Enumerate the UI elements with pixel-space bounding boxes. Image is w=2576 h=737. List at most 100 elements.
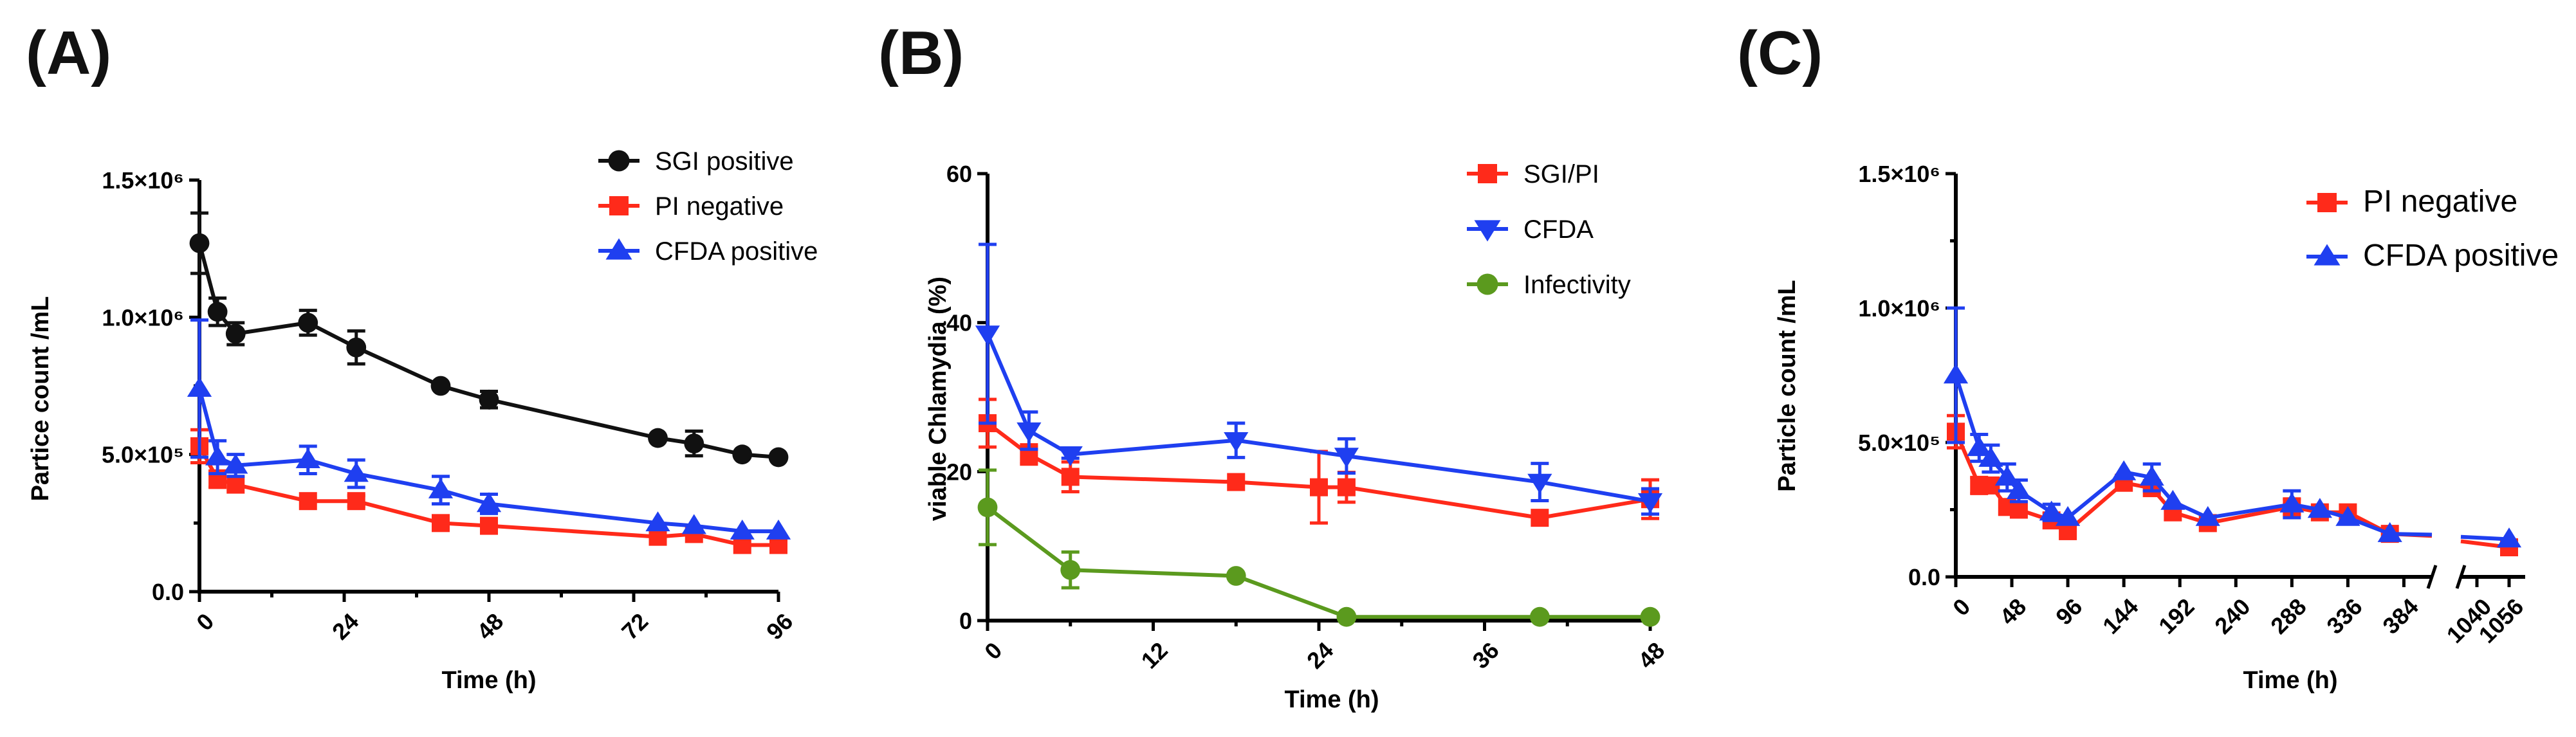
panel-c-series-line — [1954, 374, 2433, 537]
panel-b-series-0 — [979, 397, 1659, 527]
panel-c-x-tick-label: 96 — [2050, 593, 2087, 630]
panel-a-x-tick-label: 24 — [327, 608, 363, 644]
panel-b-data-point — [1529, 606, 1550, 627]
panel-a-data-point — [766, 519, 791, 540]
panel-b-x-tick-label: 0 — [979, 637, 1007, 664]
panel-c-data-point — [1967, 436, 1992, 457]
panel-a-data-point — [187, 377, 212, 397]
panel-b-y-tick-label: 60 — [946, 161, 972, 187]
panel-b-y-axis-title: viable Chlamydia (%) — [925, 277, 952, 521]
panel-b-data-point — [1640, 606, 1661, 627]
panel-a-data-point — [346, 337, 367, 358]
axis-break-mark — [2455, 565, 2467, 589]
legend-label: PI negative — [2363, 185, 2517, 219]
panel-a-data-point — [476, 492, 502, 513]
panel-c-data-point — [1943, 363, 1969, 384]
axis-break-mark — [2426, 565, 2438, 589]
panel-a-data-point — [295, 448, 320, 468]
panel-b-data-point — [1060, 560, 1081, 580]
panel-a-data-point — [298, 313, 318, 333]
panel-c-data-point — [1994, 466, 2019, 486]
panel-b-legend-item: Infectivity — [1467, 271, 1631, 299]
panel-b-legend-item: CFDA — [1467, 215, 1594, 244]
panel-b: (B) 0 20 40 60 0 12 24 36 48 SGI/PI CFDA Infectivi… — [878, 19, 1670, 713]
panel-a-data-point — [430, 376, 451, 396]
panel-a-x-tick-label: 72 — [616, 608, 653, 644]
panel-c-data-point — [2496, 527, 2522, 548]
panel-a-y-tick-label: 0.0 — [152, 579, 184, 605]
panel-a-data-point — [347, 492, 365, 511]
panel-c-data-point — [2160, 489, 2185, 510]
panel-a-legend-item: PI negative — [598, 192, 784, 221]
panel-b-x-axis-title: Time (h) — [1284, 686, 1379, 713]
panel-c-series-0 — [1947, 414, 2518, 557]
panel-a-series-line — [198, 242, 779, 459]
panel-a-data-point — [648, 428, 668, 448]
panel-a-data-point — [299, 492, 317, 511]
panel-b-label: (B) — [878, 19, 964, 87]
panel-c-data-point — [2139, 466, 2164, 486]
panel-a-label: (A) — [26, 19, 111, 87]
panel-c-x-axis-title: Time (h) — [2243, 667, 2337, 694]
panel-b-series-2 — [977, 468, 1661, 627]
panel-a-x-tick-label: 0 — [191, 608, 219, 635]
panel-b-x-tick-label: 48 — [1633, 637, 1670, 673]
panel-c-x-tick-label: 240 — [2209, 593, 2255, 639]
legend-label: CFDA — [1523, 215, 1594, 244]
panel-a-legend-item: SGI positive — [598, 147, 794, 176]
panel-b-data-point — [1224, 432, 1249, 452]
legend-marker — [609, 196, 629, 215]
panel-b-x-tick-label: 12 — [1136, 637, 1173, 673]
panel-a-data-point — [730, 519, 755, 540]
panel-c-y-tick-label: 1.5×10⁶ — [1858, 161, 1940, 187]
panel-b-data-point — [1310, 478, 1328, 496]
panel-a-legend-item: CFDA positive — [598, 237, 818, 266]
panel-a-y-tick-label: 1.5×10⁶ — [102, 167, 184, 194]
panel-b-data-point — [1061, 468, 1080, 486]
legend-label: CFDA positive — [2363, 239, 2559, 273]
panel-c-legend-item: PI negative — [2306, 185, 2517, 219]
panel-a-data-point — [225, 323, 246, 344]
panel-c-legend-item: CFDA positive — [2306, 239, 2559, 273]
panel-a-data-point — [768, 447, 789, 468]
panel-b-y-tick-label: 20 — [946, 459, 972, 485]
panel-a-data-point — [479, 389, 499, 410]
legend-label: SGI/PI — [1523, 160, 1599, 188]
panel-b-data-point — [1527, 473, 1552, 494]
panel-b-data-point — [1336, 606, 1357, 627]
panel-a-x-tick-label: 48 — [472, 608, 508, 644]
panel-c-x-tick-label: 288 — [2265, 593, 2311, 639]
panel-b-legend-item: SGI/PI — [1467, 160, 1599, 188]
panel-c-series-1 — [1943, 306, 2522, 548]
panel-a-data-point — [684, 433, 704, 453]
panel-b-data-point — [1226, 566, 1246, 586]
legend-marker — [2317, 193, 2337, 212]
panel-a-data-point — [480, 516, 498, 535]
panel-c-x-tick-label: 384 — [2377, 593, 2423, 639]
panel-a-y-tick-label: 1.0×10⁶ — [102, 304, 184, 331]
panel-a-data-point — [207, 302, 228, 322]
panel-a-data-point — [226, 475, 245, 494]
panel-b-data-point — [975, 325, 1000, 346]
panel-c-x-tick-label: 336 — [2321, 593, 2367, 639]
panel-b-y-tick-label: 0 — [959, 608, 972, 634]
panel-a-data-point — [189, 233, 210, 253]
panel-c-series-line — [2460, 534, 2510, 541]
panel-a-y-tick-label: 5.0×10⁵ — [102, 442, 184, 468]
panel-a-series-0 — [189, 211, 789, 468]
panel-b-series-1 — [975, 242, 1663, 516]
legend-marker — [1477, 273, 1498, 295]
legend-marker — [1474, 220, 1501, 242]
legend-marker — [2314, 244, 2341, 266]
panel-c-y-axis-title: Particle count /mL — [1774, 280, 1801, 491]
panel-c-data-point — [2039, 500, 2064, 521]
panel-a-data-point — [205, 445, 230, 466]
panel-b-data-point — [1334, 448, 1359, 468]
panel-a-data-point — [223, 453, 248, 474]
panel-b-y-tick-label: 40 — [946, 310, 972, 336]
panel-a-data-point — [732, 444, 753, 465]
panel-a-data-point — [645, 511, 670, 532]
panel-b-x-tick-label: 24 — [1302, 637, 1338, 673]
panel-a-data-point — [681, 514, 706, 534]
